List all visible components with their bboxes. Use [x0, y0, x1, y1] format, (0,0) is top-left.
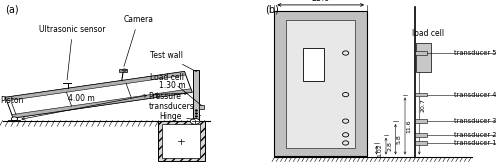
Text: 2.8: 2.8: [387, 141, 392, 151]
Text: 25.0: 25.0: [312, 0, 330, 3]
Bar: [119, 69, 127, 72]
Polygon shape: [6, 72, 192, 118]
Circle shape: [195, 116, 198, 117]
Text: 11.6: 11.6: [406, 119, 411, 133]
Text: Pressure
transducers: Pressure transducers: [148, 92, 201, 116]
Bar: [416, 43, 431, 72]
Text: 4.00 m: 4.00 m: [68, 94, 95, 103]
Text: 5.8: 5.8: [396, 134, 402, 144]
Circle shape: [195, 110, 198, 111]
Text: transducer 4: transducer 4: [454, 92, 496, 98]
Text: transducer 1: transducer 1: [454, 140, 496, 146]
Bar: [415, 133, 427, 137]
Text: Camera: Camera: [124, 15, 154, 66]
Bar: [415, 119, 427, 123]
Text: Hinge: Hinge: [159, 112, 195, 121]
Bar: [162, 124, 200, 158]
Polygon shape: [6, 72, 186, 101]
Text: 20.7: 20.7: [420, 98, 426, 112]
Text: Piston: Piston: [0, 96, 24, 104]
Text: load cell: load cell: [412, 29, 444, 38]
Circle shape: [195, 113, 198, 114]
Text: Load cell: Load cell: [150, 73, 202, 106]
Text: transducer 3: transducer 3: [454, 118, 496, 124]
Text: transducer 2: transducer 2: [454, 132, 496, 138]
Polygon shape: [12, 89, 192, 118]
Bar: [415, 141, 427, 145]
Bar: [194, 70, 200, 121]
Circle shape: [190, 118, 200, 124]
Bar: [274, 11, 367, 156]
Bar: [158, 121, 205, 161]
Text: (b): (b): [265, 5, 279, 15]
Text: Test wall: Test wall: [150, 51, 197, 72]
Bar: [415, 93, 427, 96]
Text: 1.02: 1.02: [378, 143, 382, 157]
Text: (a): (a): [5, 5, 19, 15]
Bar: [415, 51, 427, 55]
Bar: [286, 20, 355, 148]
Text: 1.30 m: 1.30 m: [159, 82, 186, 91]
Circle shape: [122, 69, 126, 71]
Text: Ultrasonic sensor: Ultrasonic sensor: [40, 25, 106, 80]
Bar: [200, 105, 204, 109]
Bar: [303, 48, 324, 81]
Text: transducer 5: transducer 5: [454, 50, 496, 56]
Circle shape: [12, 117, 18, 121]
